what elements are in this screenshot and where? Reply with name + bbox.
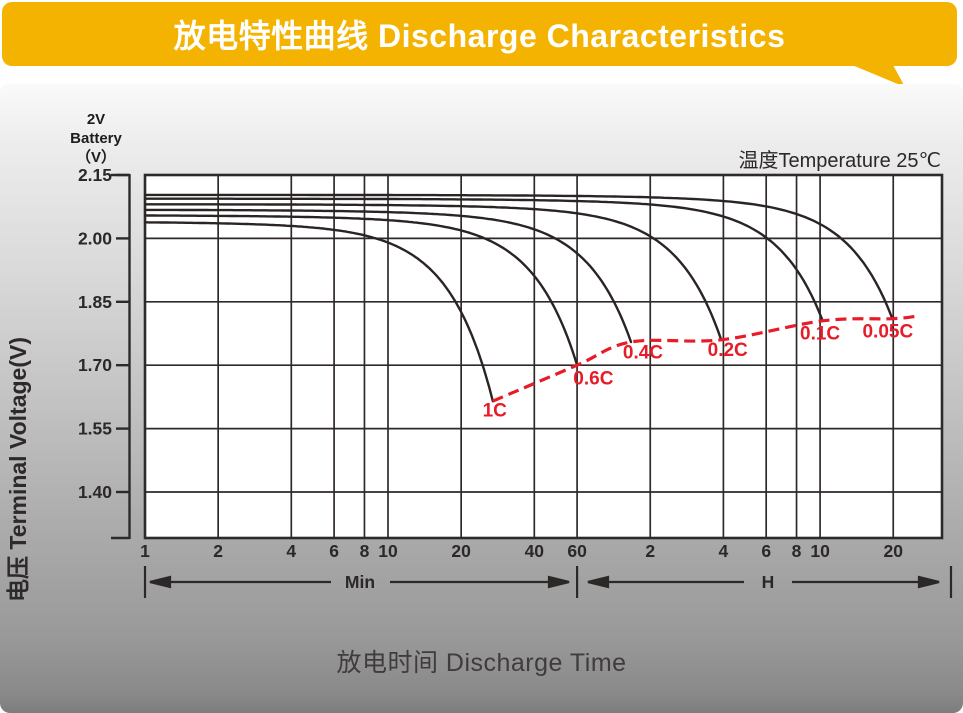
battery-type-line3: （V） [75,149,116,166]
x-tick-label-min: 2 [213,541,223,561]
y-tick-label: 2.15 [78,165,112,185]
curve-0.6C [143,214,579,367]
x-tick-label-hour: 4 [719,541,729,561]
x-axis-range-arrows: Min H [143,566,953,598]
discharge-curves [143,193,894,403]
y-tick-labels: 2.15 2.00 1.85 1.70 1.55 1.40 [78,165,112,502]
x-tick-label-min: 60 [567,541,587,561]
curve-0.1C [143,197,824,322]
x-tick-label-hour: 10 [810,541,830,561]
plot-border [143,173,944,540]
y-tick-label: 2.00 [78,228,112,248]
rate-labels: 1C 0.6C 0.4C 0.2C 0.1C 0.05C [483,321,914,421]
x-tick-label-min: 8 [360,541,370,561]
arrowhead-right [547,575,570,589]
plot-area [145,175,942,538]
y-tick-label: 1.55 [78,419,112,439]
x-axis-title: 放电时间 Discharge Time [336,649,627,677]
x-tick-label-min: 6 [329,541,339,561]
temperature-label: 温度Temperature 25℃ [738,150,941,172]
x-tick-label-hour: 2 [645,541,655,561]
y-axis-bracket [111,173,131,540]
x-tick-label-min: 1 [140,541,150,561]
x-tick-labels: 1 2 4 6 8 10 20 40 60 2 4 6 8 10 20 [140,541,903,561]
banner-tail-pointer [852,65,905,87]
arrowhead-left [587,575,610,589]
y-tick-label: 1.40 [78,482,112,502]
x-tick-label-min: 10 [378,541,398,561]
curve-0.4C [143,208,633,344]
arrowhead-left [149,575,172,589]
curve-label-0.4C: 0.4C [623,343,663,364]
curve-0.05C [143,193,894,320]
curve-label-0.2C: 0.2C [708,340,748,361]
battery-type-line2: Battery [70,130,122,147]
battery-type-label: 2V Battery （V） [48,110,144,167]
cutoff-envelope-line [492,314,917,403]
discharge-chart: 2.15 2.00 1.85 1.70 1.55 1.40 1 2 4 6 8 10 20 40 60 2 4 6… [78,165,953,598]
curve-label-0.05C: 0.05C [862,321,913,342]
title-banner: 放电特性曲线 Discharge Characteristics [2,2,957,66]
page-title: 放电特性曲线 Discharge Characteristics [173,18,786,54]
curve-1C [143,221,494,403]
arrowhead-right [917,575,940,589]
curve-label-1C: 1C [483,400,508,421]
curve-label-0.6C: 0.6C [573,369,613,390]
y-tick-label: 1.85 [78,292,112,312]
chart-card: 2.15 2.00 1.85 1.70 1.55 1.40 1 2 4 6 8 10 20 40 60 2 4 6… [0,84,963,713]
battery-type-line1: 2V [86,111,106,128]
curve-0.2C [143,203,723,341]
curve-label-0.1C: 0.1C [800,324,840,345]
x-tick-label-hour: 8 [792,541,802,561]
x-tick-label-min: 40 [525,541,545,561]
range-label-hour: H [762,572,775,592]
range-label-min: Min [345,572,375,592]
x-tick-label-hour: 6 [761,541,771,561]
x-tick-label-min: 4 [286,541,296,561]
x-tick-label-hour: 20 [884,541,904,561]
x-tick-label-min: 20 [451,541,471,561]
y-tick-label: 1.70 [78,355,112,375]
